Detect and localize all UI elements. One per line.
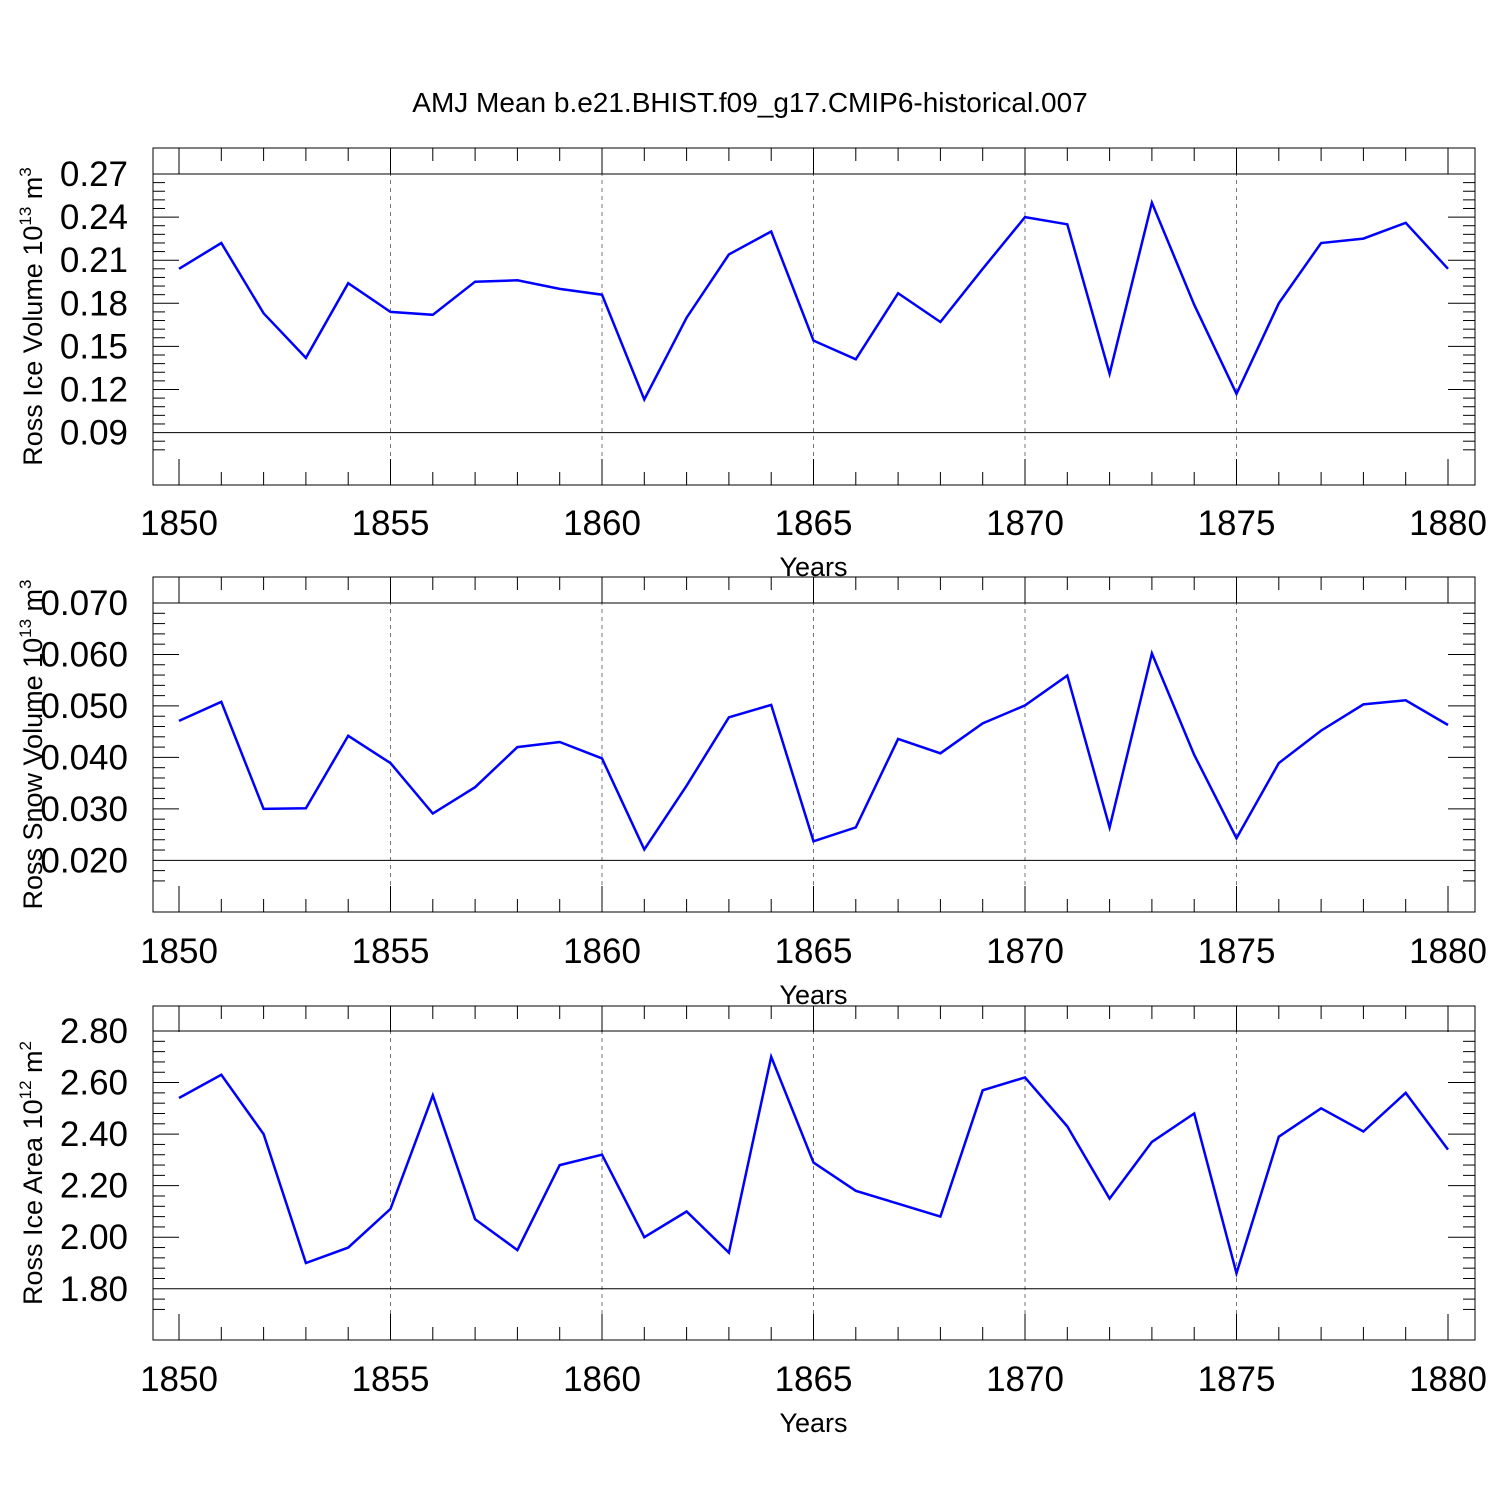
x-tick-label: 1850 [140, 1360, 218, 1399]
y-tick-label: 0.030 [40, 790, 128, 829]
y-tick-label: 2.80 [60, 1012, 128, 1051]
x-tick-label: 1850 [140, 504, 218, 543]
x-tick-label: 1860 [563, 504, 641, 543]
x-axis-label: Years [779, 1408, 847, 1438]
x-tick-label: 1880 [1409, 504, 1487, 543]
x-tick-label: 1850 [140, 932, 218, 971]
y-tick-label: 1.80 [60, 1270, 128, 1309]
y-tick-label: 0.18 [60, 284, 128, 323]
x-tick-label: 1875 [1198, 504, 1276, 543]
y-tick-label: 0.020 [40, 841, 128, 880]
x-tick-label: 1875 [1198, 932, 1276, 971]
y-tick-label: 2.00 [60, 1218, 128, 1257]
x-tick-label: 1855 [352, 1360, 430, 1399]
x-tick-label: 1860 [563, 932, 641, 971]
series-line [178, 1052, 1450, 1278]
x-tick-label: 1860 [563, 1360, 641, 1399]
y-axis-label: Ross Ice Volume 1013 m3 [16, 167, 48, 466]
x-tick-label: 1855 [352, 504, 430, 543]
y-tick-label: 0.12 [60, 370, 128, 409]
y-tick-label: 0.24 [60, 198, 128, 237]
x-tick-label: 1870 [986, 1360, 1064, 1399]
x-tick-label: 1870 [986, 504, 1064, 543]
y-tick-label: 0.15 [60, 327, 128, 366]
chart-title: AMJ Mean b.e21.BHIST.f09_g17.CMIP6-histo… [412, 87, 1087, 118]
y-tick-label: 0.09 [60, 414, 128, 453]
y-tick-label: 2.20 [60, 1167, 128, 1206]
panel-1: 0.09 0.12 0.15 0.18 0.21 0.24 0.27 1850 1855 1860… [16, 147, 1487, 582]
panel-3: 1.80 2.00 2.20 2.40 2.60 2.80 1850 1855 1860 1865… [16, 1005, 1487, 1438]
y-tick-label: 0.060 [40, 635, 128, 674]
y-axis-label: Ross Snow Volume 1013 m3 [16, 579, 48, 909]
y-tick-label: 0.050 [40, 687, 128, 726]
y-tick-label: 0.070 [40, 584, 128, 623]
x-tick-label: 1880 [1409, 1360, 1487, 1399]
series-line [178, 649, 1449, 853]
x-tick-label: 1875 [1198, 1360, 1276, 1399]
x-axis-label: Years [779, 980, 847, 1010]
y-tick-label: 0.040 [40, 738, 128, 777]
x-tick-label: 1855 [352, 932, 430, 971]
panel-2: 0.020 0.030 0.040 0.050 0.060 0.070 1850 1855 18… [16, 576, 1487, 1010]
y-tick-label: 0.27 [60, 155, 128, 194]
y-tick-label: 2.40 [60, 1115, 128, 1154]
y-axis-label: Ross Ice Area 1012 m2 [16, 1041, 48, 1305]
x-tick-label: 1870 [986, 932, 1064, 971]
x-tick-label: 1865 [775, 504, 853, 543]
y-tick-label: 0.21 [60, 241, 128, 280]
x-tick-label: 1880 [1409, 932, 1487, 971]
series-line [178, 198, 1449, 403]
x-tick-label: 1865 [775, 1360, 853, 1399]
x-tick-label: 1865 [775, 932, 853, 971]
y-tick-label: 2.60 [60, 1064, 128, 1103]
